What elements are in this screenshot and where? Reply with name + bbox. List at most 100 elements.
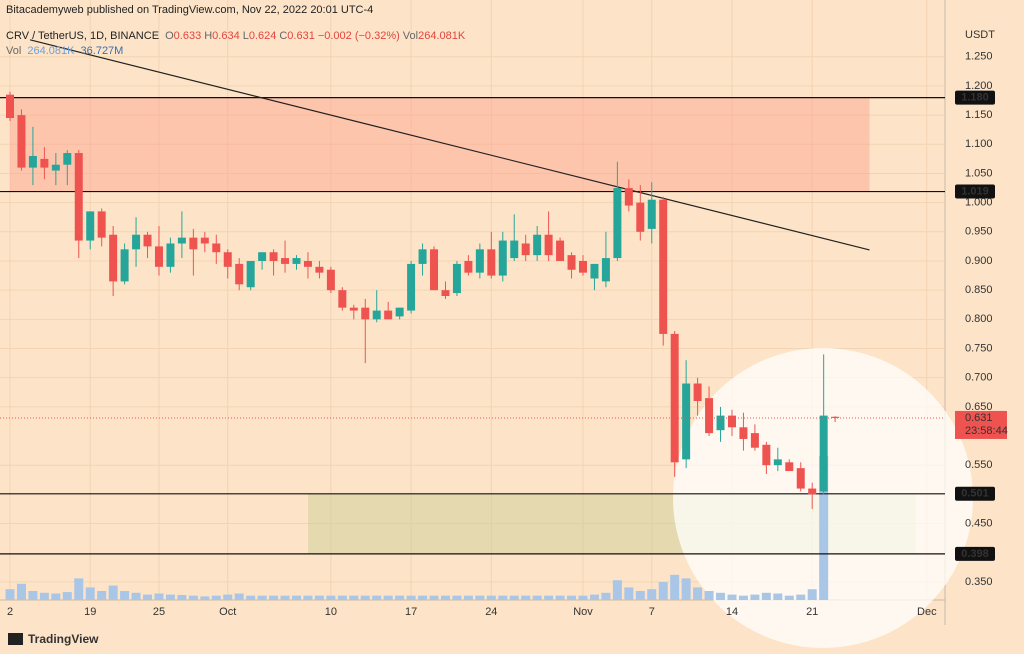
level-label-bg	[955, 546, 995, 561]
volume-bar	[280, 595, 290, 600]
candle-body	[120, 249, 129, 282]
candle-body	[384, 310, 393, 320]
candle-body	[418, 249, 427, 264]
y-tick-label: 1.200	[965, 80, 993, 92]
y-tick-label: 0.550	[965, 459, 993, 471]
candle-body	[166, 243, 175, 267]
volume-bar	[589, 594, 599, 600]
level-label: 1.019	[961, 185, 989, 197]
x-tick-label: 10	[325, 606, 337, 618]
volume-bar	[337, 595, 347, 600]
candle-body	[556, 240, 565, 261]
x-tick-label: 24	[485, 606, 497, 618]
legend-item: 0.634	[212, 30, 240, 42]
candle-body	[796, 468, 805, 489]
y-tick-label: 0.800	[965, 313, 993, 325]
y-tick-label: 0.450	[965, 517, 993, 529]
volume-bar	[406, 595, 416, 600]
volume-bar	[716, 592, 726, 600]
footer-logo: TradingView	[28, 632, 99, 646]
volume-bar	[612, 580, 622, 600]
volume-bar	[303, 595, 313, 600]
x-tick-label: 7	[649, 606, 655, 618]
candle-body	[705, 398, 714, 434]
candle-body	[303, 260, 312, 267]
legend-item: 264.081K	[418, 30, 466, 42]
volume-bar	[188, 595, 198, 600]
x-tick-label: 2	[7, 606, 13, 618]
candle-body	[464, 260, 473, 273]
volume-bar	[658, 582, 668, 600]
volume-bar	[601, 592, 611, 600]
volume-bar	[120, 591, 130, 600]
ohlc-values: O0.633 H0.634 L0.624 C0.631 −0.002 (−0.32%) V…	[165, 30, 468, 42]
volume-bar	[108, 585, 118, 600]
candle-body	[773, 459, 782, 466]
volume-bar	[16, 583, 26, 600]
y-tick-label: 0.650	[965, 401, 993, 413]
x-tick-label: 17	[405, 606, 417, 618]
candle-body	[361, 307, 370, 320]
volume-bar	[51, 593, 61, 600]
candle-body	[315, 266, 324, 273]
candle-body	[235, 263, 244, 285]
candle-body	[590, 263, 599, 279]
volume-bar	[5, 589, 15, 600]
volume-bar	[360, 595, 370, 600]
x-tick-label: 19	[84, 606, 96, 618]
y-tick-label: 0.700	[965, 372, 993, 384]
legend-item: 0.624	[248, 30, 277, 42]
vol-label: Vol	[6, 45, 22, 57]
level-label: 1.180	[961, 92, 989, 104]
volume-bar	[314, 595, 324, 600]
volume-bar	[681, 578, 691, 600]
volume-bar	[727, 594, 737, 600]
y-tick-label: 0.750	[965, 342, 993, 354]
volume-bar	[578, 595, 588, 600]
volume-bar	[486, 595, 496, 600]
volume-bar	[532, 595, 542, 600]
header: Bitacademyweb published on TradingView.c…	[6, 4, 374, 16]
volume-bar	[475, 595, 485, 600]
y-tick-label: 1.000	[965, 197, 993, 209]
candle-body	[407, 263, 416, 311]
zone	[10, 97, 870, 192]
symbol: CRV / TetherUS, 1D, BINANCE	[6, 30, 160, 42]
volume-bar	[200, 596, 210, 600]
x-tick-label: Dec	[917, 606, 937, 618]
legend-item: O	[165, 30, 174, 42]
candle-body	[579, 260, 587, 273]
candle-body	[533, 234, 542, 256]
legend-item: −0.002 (−0.32%)	[317, 30, 400, 42]
candle-body	[189, 237, 198, 250]
volume-bar	[165, 594, 175, 600]
level-label: 0.398	[961, 548, 989, 560]
level-label-bg	[955, 184, 995, 199]
candle-body	[498, 240, 507, 276]
volume-bar	[143, 594, 153, 600]
y-tick-label: 1.050	[965, 167, 993, 179]
candle-body	[567, 255, 576, 270]
volume-bar	[223, 594, 233, 600]
candle-body	[258, 252, 267, 261]
x-tick-label: 14	[726, 606, 738, 618]
legend-item: H	[204, 30, 213, 42]
volume-bar	[509, 595, 519, 600]
candle-body	[200, 237, 209, 244]
volume-bar	[773, 593, 783, 600]
candle-body	[281, 258, 290, 264]
level-label-bg	[955, 486, 995, 501]
volume-bar	[635, 591, 645, 600]
volume-bar	[624, 587, 634, 600]
volume-bar	[418, 595, 428, 600]
volume-bar	[463, 595, 473, 600]
candle-body	[452, 263, 461, 294]
volume-bar	[555, 595, 565, 600]
candle-body	[647, 199, 656, 229]
volume-bar	[97, 591, 107, 600]
volume-bar	[211, 595, 221, 600]
candle-body	[441, 290, 450, 296]
plot-layer	[0, 0, 973, 648]
candle-body	[636, 202, 645, 232]
